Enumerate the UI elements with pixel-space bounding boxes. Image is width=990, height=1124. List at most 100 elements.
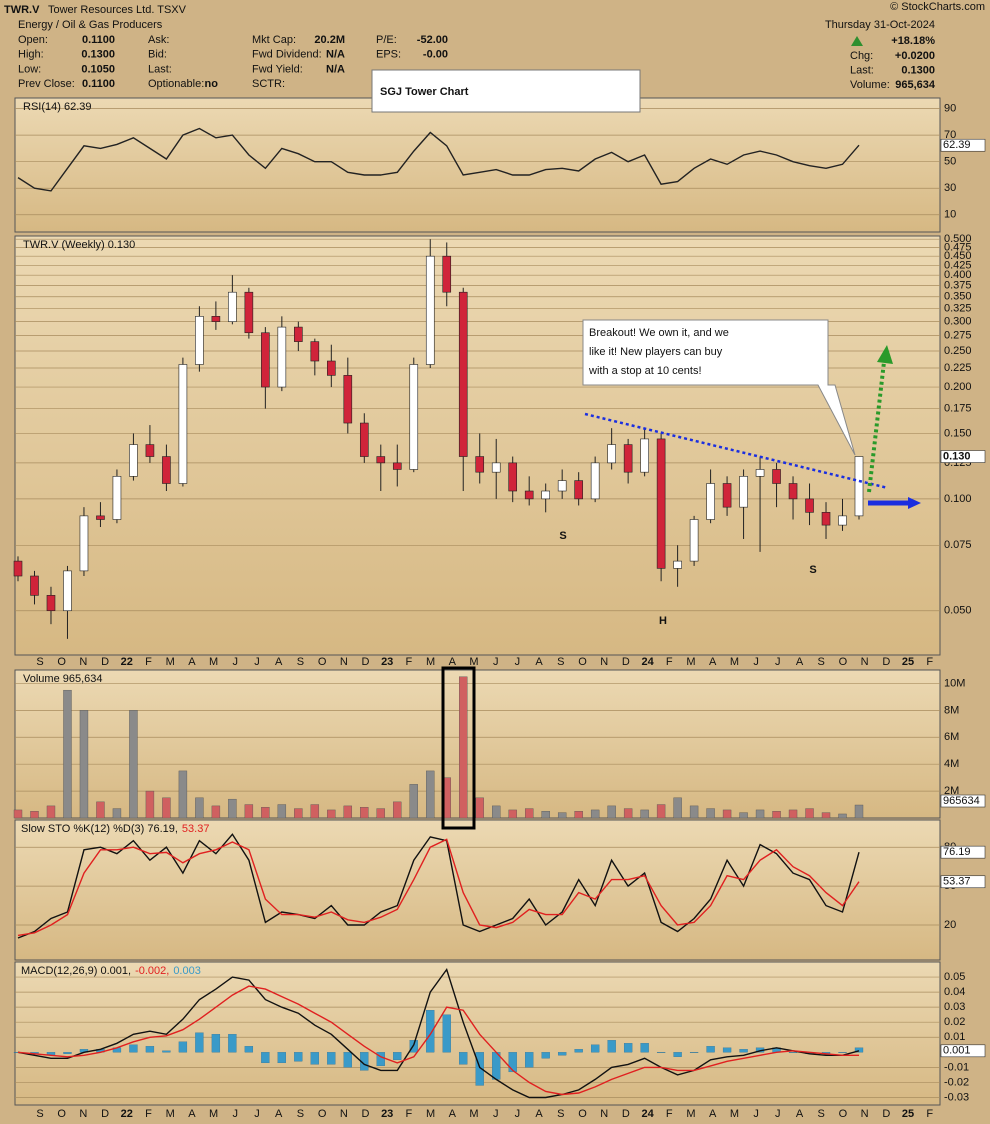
- candle-body: [277, 326, 287, 388]
- x-tick-label: M: [469, 656, 478, 668]
- candle-body: [574, 480, 583, 500]
- quote-value: 0.1100: [82, 34, 115, 46]
- volume-bar: [557, 812, 567, 819]
- x-tick-label: 22: [121, 656, 133, 668]
- candle-body: [178, 364, 188, 484]
- x-tick-label: M: [426, 1108, 435, 1120]
- macd-histogram-bar: [261, 1052, 270, 1064]
- volume-bar: [524, 808, 534, 819]
- x-tick-label: A: [535, 656, 543, 668]
- macd-histogram-bar: [327, 1052, 336, 1065]
- y-tick-label: 10M: [944, 677, 965, 689]
- volume-bar: [244, 804, 254, 819]
- x-tick-label: S: [36, 1108, 43, 1120]
- x-tick-label: D: [101, 1108, 109, 1120]
- candle-body: [145, 444, 155, 457]
- volume-bar: [689, 805, 699, 819]
- x-tick-label: A: [796, 1108, 804, 1120]
- y-tick-label: 0.04: [944, 986, 965, 998]
- x-tick-label: F: [666, 656, 673, 668]
- volume-bar: [409, 784, 418, 819]
- company-name: Tower Resources Ltd. TSXV: [48, 4, 187, 16]
- quote-label: Fwd Yield:: [252, 63, 303, 75]
- x-tick-label: O: [578, 656, 587, 668]
- panel-background: [14, 235, 941, 656]
- candle-body: [491, 462, 501, 473]
- volume-bar: [426, 770, 435, 819]
- candle-body: [508, 462, 518, 492]
- macd-histogram-bar: [129, 1044, 138, 1053]
- value-box-label: 0.001: [943, 1045, 971, 1057]
- x-tick-label: M: [166, 656, 175, 668]
- callout-box: [582, 319, 856, 456]
- candle-body: [327, 360, 336, 376]
- sector: Energy / Oil & Gas Producers: [18, 19, 163, 31]
- candle-body: [310, 341, 320, 362]
- title-part: Slow STO %K(12) %D(3) 76.19,: [21, 823, 178, 835]
- candle-body: [607, 444, 616, 464]
- candle-body: [458, 291, 468, 457]
- volume-bar: [607, 805, 616, 819]
- macd-line: [17, 967, 860, 1099]
- volume-bar: [112, 808, 122, 819]
- candle-body: [805, 498, 814, 513]
- macd-histogram-bar: [689, 1052, 699, 1053]
- volume-bar: [96, 801, 105, 819]
- quote-label: Bid:: [148, 49, 167, 61]
- x-tick-label: J: [493, 1108, 499, 1120]
- x-tick-label: F: [926, 656, 933, 668]
- quote-label: Optionable:: [148, 78, 204, 90]
- value-box: [940, 138, 986, 152]
- x-tick-label: A: [449, 1108, 457, 1120]
- x-tick-label: A: [449, 656, 457, 668]
- volume-bar: [722, 809, 732, 819]
- candle-body: [722, 483, 732, 508]
- volume-bar: [277, 804, 287, 819]
- panel-title: Volume 965,634: [23, 673, 103, 685]
- x-tick-label: J: [515, 656, 521, 668]
- x-tick-label: O: [318, 656, 327, 668]
- up-arrow: [867, 361, 886, 493]
- x-tick-label: O: [57, 656, 66, 668]
- volume-bar: [475, 797, 484, 819]
- x-tick-label: M: [469, 1108, 478, 1120]
- macd-histogram-bar: [145, 1046, 155, 1053]
- x-tick-label: D: [622, 1108, 630, 1120]
- candle-body: [96, 515, 105, 520]
- y-tick-label: 0.500: [944, 233, 972, 245]
- x-tick-label: M: [730, 656, 739, 668]
- quote-value: -52.00: [417, 34, 448, 46]
- x-tick-label: M: [166, 1108, 175, 1120]
- y-tick-label: 0.475: [944, 241, 972, 253]
- volume-bar: [310, 804, 320, 819]
- candle-body: [162, 456, 171, 484]
- title-box-label: SGJ Tower Chart: [380, 86, 469, 98]
- x-tick-label: S: [297, 1108, 304, 1120]
- x-tick-label: N: [340, 656, 348, 668]
- candle-body: [706, 483, 715, 520]
- macd-histogram-bar: [558, 1052, 567, 1056]
- x-tick-label: J: [775, 1108, 781, 1120]
- panel-background: [14, 819, 941, 961]
- volume-bar: [541, 811, 550, 819]
- candle-body: [228, 291, 237, 322]
- y-tick-label: 0.250: [944, 345, 972, 357]
- volume-bar: [623, 808, 633, 819]
- macd-histogram-bar: [525, 1052, 534, 1068]
- value-box: [940, 1044, 986, 1058]
- x-tick-label: F: [666, 1108, 673, 1120]
- y-tick-label: 0.200: [944, 381, 972, 393]
- quote-value: +0.0200: [895, 50, 935, 62]
- quote-label: P/E:: [376, 34, 397, 46]
- x-tick-label: A: [275, 1108, 283, 1120]
- trendline: [584, 412, 889, 490]
- title-part: 53.37: [182, 823, 210, 835]
- candle-body: [46, 595, 56, 612]
- macd-histogram-bar: [788, 1052, 798, 1053]
- macd-histogram-bar: [640, 1043, 649, 1053]
- volume-bar: [162, 797, 171, 819]
- volume-bar: [145, 790, 155, 819]
- quote-label: Prev Close:: [18, 78, 75, 90]
- quote-label: Mkt Cap:: [252, 34, 296, 46]
